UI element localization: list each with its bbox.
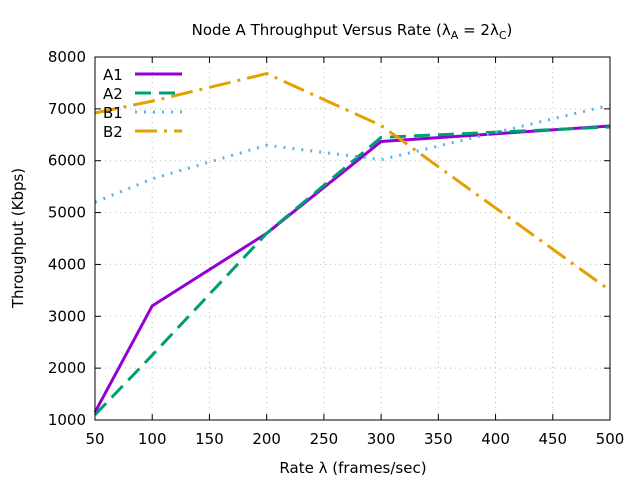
y-tick-label: 5000 (48, 204, 86, 222)
legend-label-b1: B1 (103, 104, 123, 122)
x-tick-label: 150 (195, 430, 224, 448)
axis-ticks: 50 100 150 200 250 300 350 400 450 500 1000 2000 300… (48, 48, 625, 448)
y-tick-label: 3000 (48, 307, 86, 325)
x-tick-label: 400 (481, 430, 510, 448)
x-tick-label: 250 (310, 430, 339, 448)
x-tick-label: 450 (538, 430, 567, 448)
grid-lines (95, 57, 610, 420)
x-tick-label: 350 (424, 430, 453, 448)
legend-label-a2: A2 (103, 85, 123, 103)
series-line-a1 (93, 124, 611, 413)
series-line-b1 (94, 103, 611, 204)
y-axis-title: Throughput (Kbps) (9, 168, 27, 309)
x-tick-label: 50 (85, 430, 104, 448)
x-tick-label: 300 (367, 430, 396, 448)
plot-frame (94, 56, 611, 421)
chart-title: Node A Throughput Versus Rate (λA = 2λC) (192, 21, 513, 42)
legend-label-b2: B2 (103, 123, 123, 141)
y-tick-label: 2000 (48, 359, 86, 377)
chart-title-main: Node A Throughput Versus Rate (λ (192, 21, 451, 39)
chart-title-sub-c: C (499, 29, 507, 42)
y-tick-label: 1000 (48, 411, 86, 429)
series-line-a2 (93, 125, 611, 416)
y-tick-label: 6000 (48, 152, 86, 170)
series-line-b2 (94, 72, 611, 292)
x-axis-title: Rate λ (frames/sec) (279, 459, 426, 477)
y-tick-label: 4000 (48, 255, 86, 273)
y-tick-label: 7000 (48, 100, 86, 118)
series-lines (93, 72, 611, 416)
x-tick-label: 500 (596, 430, 625, 448)
chart-title-mid: = 2λ (458, 21, 499, 39)
chart-title-sub-a: A (451, 29, 459, 42)
x-tick-label: 200 (252, 430, 281, 448)
chart-title-end: ) (507, 21, 513, 39)
legend-label-a1: A1 (103, 66, 123, 84)
x-tick-label: 100 (138, 430, 167, 448)
y-tick-label: 8000 (48, 48, 86, 66)
